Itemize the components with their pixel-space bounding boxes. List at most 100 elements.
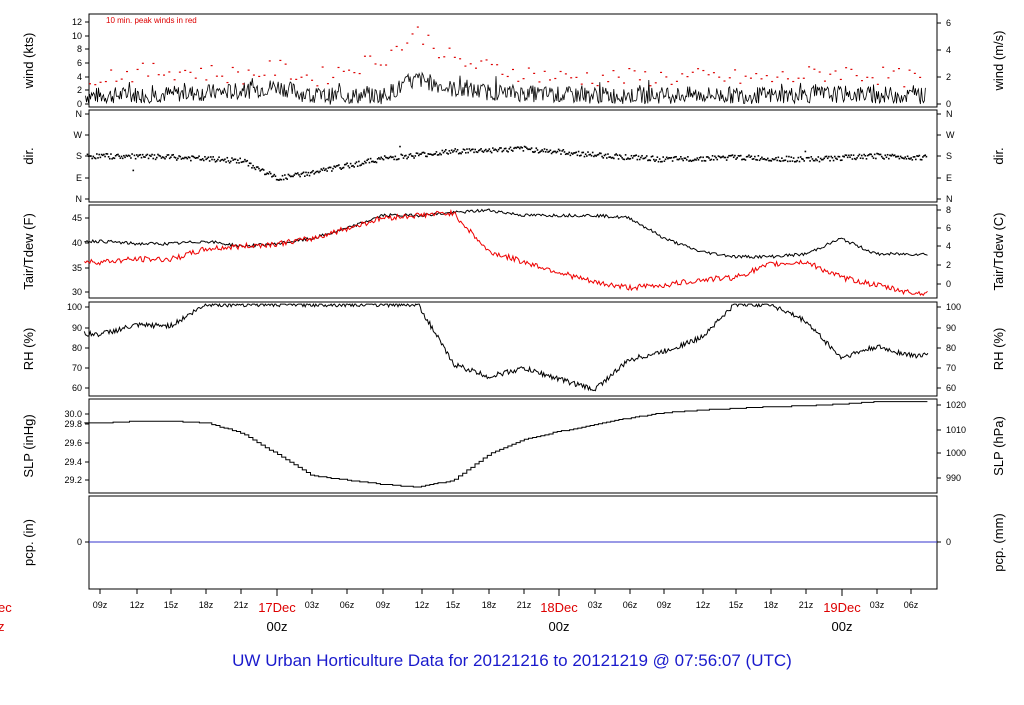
peak-point <box>882 66 885 68</box>
x-day-hour-label: 00z <box>267 619 288 634</box>
direction-point <box>100 153 103 156</box>
direction-point <box>672 156 675 159</box>
direction-point <box>526 147 528 150</box>
direction-point <box>925 155 928 158</box>
peak-point <box>348 69 351 71</box>
y-tick-label-right: 2 <box>946 260 951 270</box>
direction-point <box>622 158 625 160</box>
direction-point <box>98 153 100 156</box>
direction-point <box>452 151 454 153</box>
direction-point <box>428 153 431 156</box>
direction-point <box>180 158 183 160</box>
x-day-date-label-cutoff: ec <box>0 600 12 615</box>
direction-point <box>332 167 334 170</box>
direction-point <box>857 155 860 157</box>
direction-point <box>920 158 923 161</box>
direction-point <box>348 166 351 169</box>
y-tick-label-left: 60 <box>72 383 82 393</box>
direction-point <box>539 151 541 153</box>
peak-point <box>141 62 144 64</box>
panel-rh: 60 70 80 90 100 60 70 80 90 100 RH (%) RH (%) <box>21 301 1006 397</box>
direction-point <box>237 159 239 161</box>
direction-point <box>625 158 628 161</box>
direction-point <box>848 154 850 157</box>
direction-point <box>157 153 159 156</box>
direction-point <box>602 157 605 159</box>
direction-point <box>119 157 122 159</box>
direction-point <box>442 151 445 154</box>
panel-pcp: 0 0 pcp. (in) pcp. (mm) <box>21 495 1006 590</box>
direction-point <box>882 157 884 159</box>
series-slp-line <box>84 401 928 488</box>
direction-point <box>178 155 180 157</box>
direction-point <box>623 158 626 161</box>
direction-point <box>759 158 762 160</box>
peak-point <box>443 56 446 58</box>
direction-point <box>904 156 907 158</box>
direction-point <box>293 174 296 176</box>
chart-title: UW Urban Horticulture Data for 20121216 … <box>232 651 792 670</box>
direction-point <box>374 160 377 163</box>
direction-point <box>336 164 339 167</box>
peak-point <box>913 72 916 74</box>
direction-point <box>175 159 178 161</box>
direction-point <box>837 155 840 158</box>
direction-point <box>725 159 728 161</box>
peak-point <box>808 66 811 68</box>
y-tick-label-right: 4 <box>946 45 951 55</box>
direction-point <box>306 174 308 176</box>
direction-point <box>257 166 259 168</box>
peak-point <box>274 74 277 76</box>
direction-point <box>354 162 357 165</box>
direction-point <box>99 156 102 159</box>
direction-point <box>680 156 682 158</box>
direction-point <box>363 160 366 163</box>
peak-point <box>120 78 123 80</box>
direction-point <box>489 150 492 153</box>
y-axis-label-left: Tair/Tdew (F) <box>21 213 36 290</box>
direction-point <box>454 148 457 150</box>
direction-point <box>400 153 402 156</box>
direction-point <box>139 153 142 156</box>
peak-point <box>99 81 102 83</box>
direction-point <box>911 159 914 161</box>
peak-point <box>749 77 752 79</box>
direction-point <box>806 156 809 159</box>
peak-point <box>601 74 604 76</box>
direction-point <box>367 158 370 161</box>
direction-point <box>523 145 526 148</box>
direction-point <box>824 155 827 158</box>
panel-frame <box>88 301 938 397</box>
direction-point <box>779 160 782 163</box>
direction-point <box>910 157 912 159</box>
direction-point <box>836 158 838 161</box>
direction-point <box>460 152 462 155</box>
y-tick-label-right: 990 <box>946 473 961 483</box>
direction-point <box>355 161 358 163</box>
direction-point <box>519 147 521 150</box>
direction-point <box>587 151 589 153</box>
direction-point <box>301 172 304 175</box>
direction-point <box>232 159 234 161</box>
peak-point <box>855 75 858 77</box>
direction-point <box>617 158 620 160</box>
peak-point <box>765 75 768 77</box>
x-day-hour-label: 00z <box>832 619 853 634</box>
direction-point <box>695 159 697 161</box>
peak-point <box>644 71 647 73</box>
y-tick-label-right: 4 <box>946 241 951 251</box>
direction-point <box>419 153 421 156</box>
peak-point <box>231 66 234 69</box>
peak-point <box>178 71 181 73</box>
direction-point <box>704 160 707 162</box>
direction-point <box>534 150 536 153</box>
direction-point <box>829 159 831 162</box>
direction-point <box>839 159 842 162</box>
direction-point <box>467 151 469 154</box>
peak-point <box>279 59 282 62</box>
direction-point <box>757 155 760 157</box>
direction-point <box>475 151 478 153</box>
direction-point <box>369 157 372 160</box>
direction-point <box>503 147 506 150</box>
